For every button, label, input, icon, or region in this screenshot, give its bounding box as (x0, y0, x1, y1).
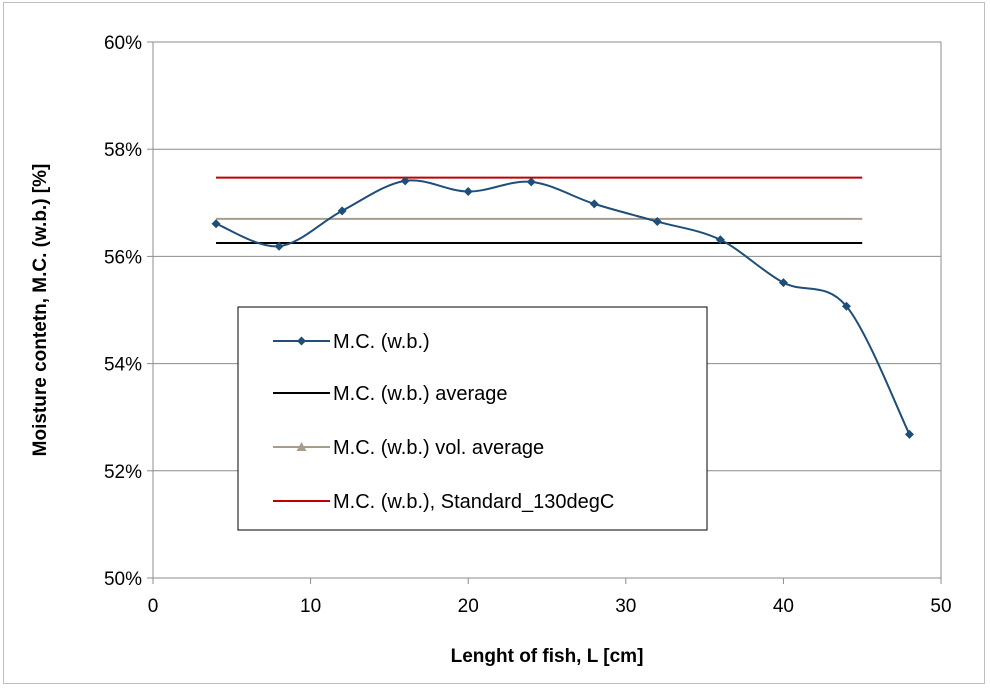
y-axis-title: Moisture contetn, M.C. (w.b.) [%] (30, 164, 51, 457)
x-tick-label: 40 (773, 596, 794, 617)
y-tick-label: 52% (104, 462, 142, 483)
data-point (589, 199, 599, 209)
series-0 (211, 176, 914, 439)
legend-marker (296, 442, 307, 451)
legend-item: M.C. (w.b.) average (273, 383, 508, 405)
data-point (778, 278, 788, 288)
data-point (652, 217, 662, 227)
legend-marker (297, 336, 306, 346)
x-tick-label: 0 (148, 596, 159, 617)
axis-ticks: 50% 52% 54% 56% 58% 60% 0 10 20 30 40 50 (104, 33, 952, 617)
legend-item: M.C. (w.b.), Standard_130degC (273, 491, 614, 513)
legend-label: M.C. (w.b.) average (333, 383, 508, 405)
data-point (337, 206, 347, 216)
legend-label: M.C. (w.b.) vol. average (333, 437, 544, 459)
data-point (715, 235, 725, 245)
data-point (904, 429, 914, 439)
data-point (841, 301, 851, 311)
data-point (463, 187, 473, 197)
legend-item: M.C. (w.b.) vol. average (273, 437, 544, 459)
x-axis-title: Lenght of fish, L [cm] (451, 646, 644, 667)
x-tick-label: 50 (930, 596, 951, 617)
x-tick-label: 10 (300, 596, 321, 617)
x-tick-label: 20 (458, 596, 479, 617)
legend: M.C. (w.b.) M.C. (w.b.) average M.C. (w.b.… (237, 306, 708, 531)
legend-label: M.C. (w.b.) (333, 331, 430, 353)
x-tick-label: 30 (615, 596, 636, 617)
data-point (526, 177, 536, 187)
y-tick-label: 54% (104, 355, 142, 376)
legend-item: M.C. (w.b.) (273, 331, 430, 353)
legend-label: M.C. (w.b.), Standard_130degC (333, 491, 614, 513)
plot-area-border (152, 41, 942, 579)
data-point (400, 176, 410, 186)
series-group (211, 176, 914, 439)
y-tick-label: 50% (104, 569, 142, 590)
data-point (211, 219, 221, 229)
legend-box (237, 306, 708, 531)
y-tick-label: 60% (104, 33, 142, 54)
data-point (274, 241, 284, 251)
y-tick-label: 58% (104, 140, 142, 161)
y-tick-label: 56% (104, 247, 142, 268)
